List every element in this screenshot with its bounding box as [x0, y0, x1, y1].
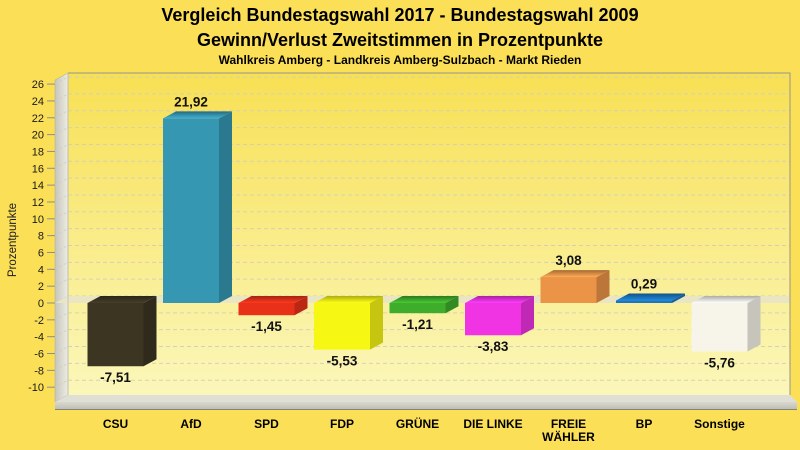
x-label-die-linke: DIE LINKE — [463, 417, 522, 431]
bar-freie-wähler — [540, 270, 610, 303]
bar-fdp — [314, 296, 383, 350]
x-label-bp: BP — [636, 417, 653, 431]
bar-afd — [163, 111, 232, 304]
y-axis-title: Prozentpunkte — [7, 203, 19, 277]
y-tick-label: 2 — [38, 281, 44, 293]
value-label-spd: -1,45 — [251, 319, 282, 334]
y-tick-label: -4 — [34, 332, 44, 344]
value-labels: -7,51 21,92 -1,45 -5,53 -1,21 -3,83 3,08 0,29 -5… — [100, 94, 735, 385]
x-label-fdp: FDP — [330, 417, 354, 431]
y-tick-label: -10 — [28, 382, 44, 394]
x-axis-labels: CSU AfD SPD FDP GRÜNE DIE LINKE FREIE WÄHLER BP S… — [103, 416, 745, 444]
chart-title: Vergleich Bundestagswahl 2017 - Bundesta… — [161, 5, 639, 25]
bar-sonstige — [691, 296, 761, 352]
x-label-spd: SPD — [254, 417, 279, 431]
y-tick-label: -6 — [34, 349, 44, 361]
bar-spd — [238, 296, 308, 316]
value-label-fdp: -5,53 — [327, 354, 358, 369]
y-tick-label: 10 — [32, 214, 44, 226]
chart-header: Vergleich Bundestagswahl 2017 - Bundesta… — [0, 3, 800, 68]
bar-die-linke — [465, 296, 534, 336]
chart-subtitle: Gewinn/Verlust Zweitstimmen in Prozentpu… — [196, 30, 604, 50]
chart-caption: Wahlkreis Amberg - Landkreis Amberg-Sulz… — [218, 53, 582, 67]
bars — [87, 111, 761, 367]
x-label-grüne: GRÜNE — [396, 416, 439, 431]
y-tick-label: 6 — [38, 247, 44, 259]
y-tick-label: -2 — [34, 315, 44, 327]
value-label-afd: 21,92 — [174, 94, 208, 109]
y-tick-label: 0 — [38, 298, 44, 310]
y-tick-label: 8 — [38, 231, 44, 243]
value-label-csu: -7,51 — [100, 370, 131, 385]
y-tick-label: 12 — [32, 197, 44, 209]
value-label-freie-wähler: 3,08 — [555, 253, 582, 268]
y-tick-label: 22 — [32, 113, 44, 125]
y-tick-label: 20 — [32, 130, 44, 142]
value-label-sonstige: -5,76 — [704, 355, 735, 370]
value-label-grüne: -1,21 — [402, 317, 433, 332]
floor-top — [55, 395, 797, 402]
bar-csu — [87, 296, 157, 367]
x-label-csu: CSU — [103, 417, 128, 431]
y-tick-label: 24 — [32, 96, 44, 108]
bar-bp — [616, 293, 685, 303]
y-tick-label: 4 — [38, 264, 44, 276]
x-label-freie-wähler: FREIE WÄHLER — [542, 417, 595, 444]
y-tick-label: 16 — [32, 163, 44, 175]
y-tick-label: 18 — [32, 146, 44, 158]
x-label-afd: AfD — [180, 417, 202, 431]
x-label-sonstige: Sonstige — [694, 417, 745, 431]
plot-border — [68, 72, 791, 395]
bar-grüne — [389, 296, 459, 314]
floor-front — [55, 402, 797, 409]
y-tick-label: 26 — [32, 79, 44, 91]
y-tick-label: -8 — [34, 365, 44, 377]
value-label-bp: 0,29 — [631, 277, 657, 292]
value-label-die-linke: -3,83 — [478, 339, 509, 354]
y-tick-label: 14 — [32, 180, 44, 192]
